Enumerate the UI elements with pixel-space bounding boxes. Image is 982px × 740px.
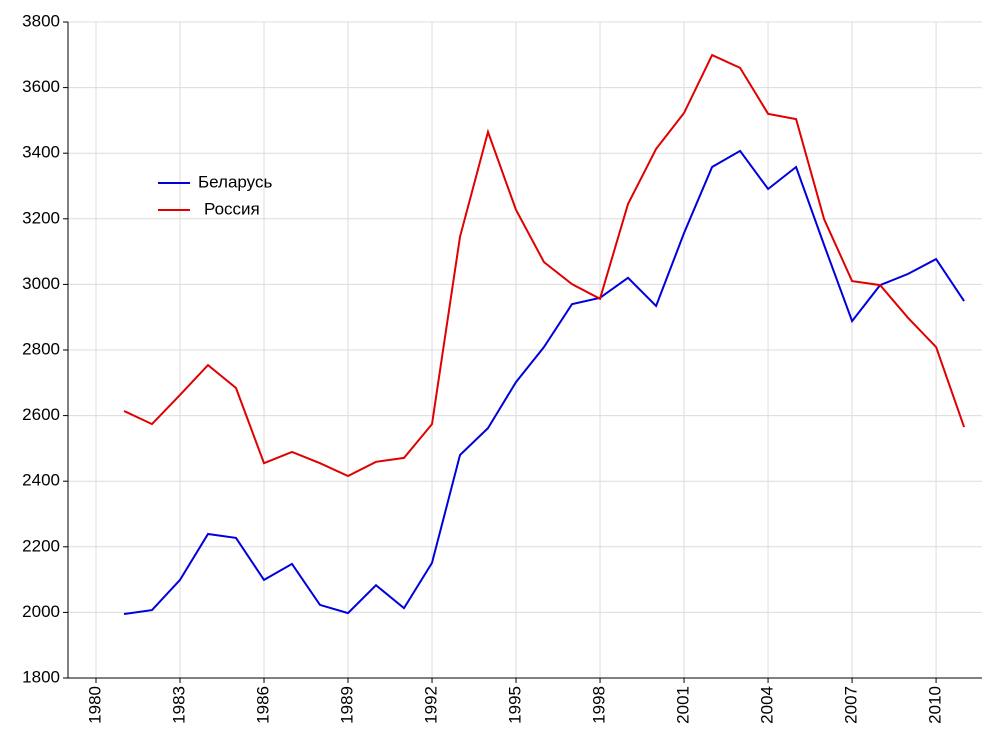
x-tick-label: 1980: [85, 686, 104, 724]
x-tick-label: 1998: [590, 686, 609, 724]
x-tick-label: 2007: [842, 686, 861, 724]
y-tick-label: 2800: [22, 339, 60, 358]
y-tick-label: 3800: [22, 11, 60, 30]
x-tick-label: 2010: [926, 686, 945, 724]
x-tick-label: 1983: [169, 686, 188, 724]
y-tick-label: 3600: [22, 77, 60, 96]
legend-label: Россия: [204, 199, 260, 218]
y-tick-label: 3400: [22, 143, 60, 162]
y-tick-label: 2200: [22, 536, 60, 555]
series-line: [123, 149, 965, 615]
series-line: [123, 53, 966, 478]
x-tick-label: 2001: [674, 686, 693, 724]
x-tick-label: 2004: [758, 686, 777, 724]
y-tick-label: 3200: [22, 208, 60, 227]
y-tick-label: 3000: [22, 274, 60, 293]
y-tick-label: 2400: [22, 471, 60, 490]
x-tick-label: 1986: [254, 686, 273, 724]
legend-label: Беларусь: [198, 172, 272, 191]
x-tick-label: 1989: [338, 686, 357, 724]
x-tick-label: 1995: [506, 686, 525, 724]
y-tick-label: 2600: [22, 405, 60, 424]
x-tick-label: 1992: [422, 686, 441, 724]
y-tick-label: 1800: [22, 667, 60, 686]
y-tick-label: 2000: [22, 602, 60, 621]
